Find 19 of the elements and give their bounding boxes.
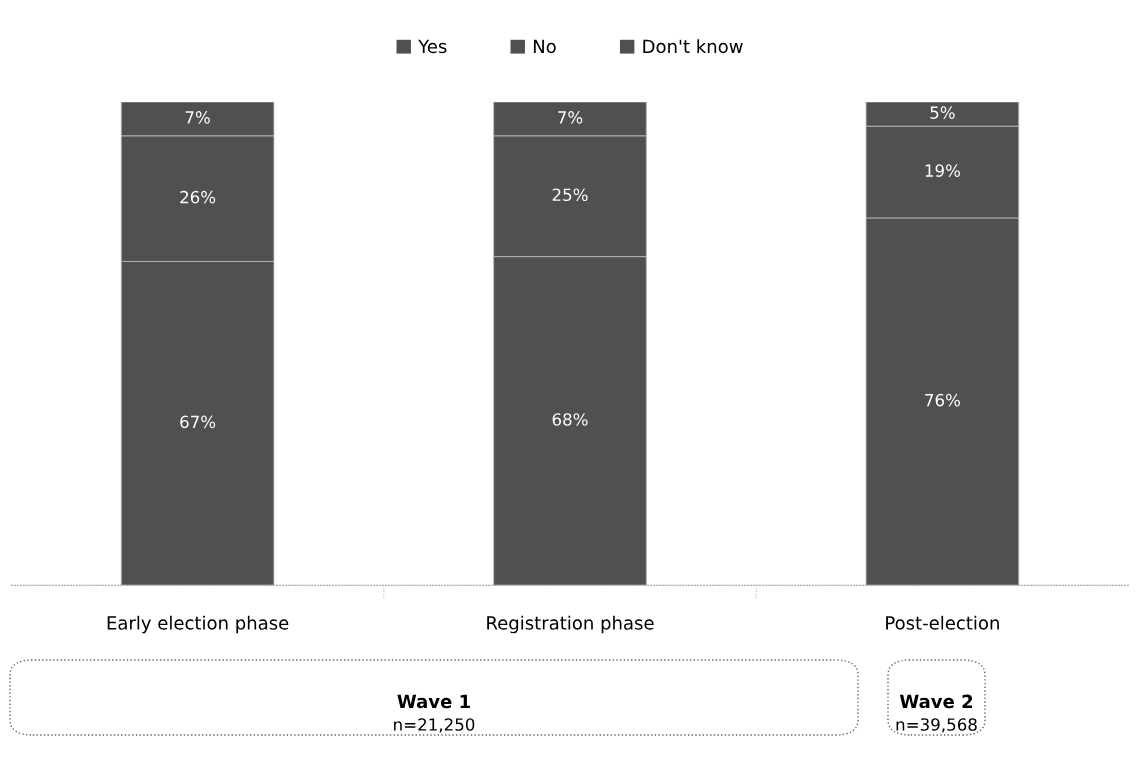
data-label: 25% — [552, 188, 588, 202]
data-label: 7% — [185, 111, 210, 124]
x-tick-label: Early election phase — [107, 615, 289, 634]
text: Wave 2 — [899, 694, 973, 709]
data-label: 19% — [925, 164, 960, 177]
data-label: 68% — [552, 413, 588, 426]
data-label: 5% — [930, 106, 955, 119]
x-tick-label: Registration phase — [487, 615, 654, 634]
text: n=39,568 — [896, 718, 977, 733]
data-label: 67% — [180, 415, 216, 429]
data-label: 7% — [558, 111, 583, 124]
legend-label: Don't know — [643, 39, 743, 54]
data-label: 26% — [180, 190, 216, 204]
legend-label: No — [533, 39, 556, 54]
x-tick-label: Post-election — [886, 615, 999, 630]
data-label: 76% — [925, 393, 960, 407]
text: Wave 1 — [397, 694, 470, 709]
text: n=21,250 — [394, 718, 475, 733]
legend-label: Yes — [418, 39, 447, 54]
